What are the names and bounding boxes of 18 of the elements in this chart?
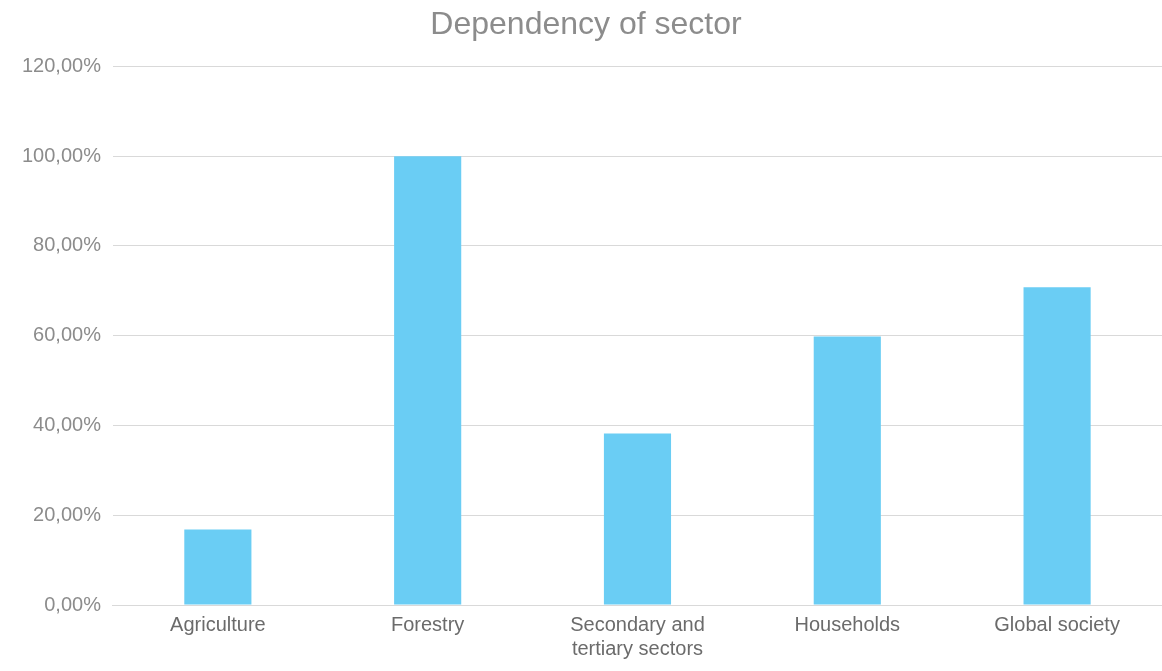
y-tick-label: 20,00% [33,502,102,525]
chart-title: Dependency of sector [430,5,742,42]
x-tick-label: Secondary and tertiary sectors [570,612,705,659]
x-tick-label: Agriculture [170,612,266,635]
y-tick-label: 120,00% [21,53,102,76]
y-tick-label: 80,00% [33,233,102,256]
x-tick-label: Global society [994,612,1120,635]
y-tick-label: 100,00% [21,143,102,166]
bar [813,336,881,605]
bar [603,433,672,605]
bar [1023,287,1091,605]
x-tick-label: Forestry [391,612,465,635]
bar [184,529,252,605]
y-tick-label: 40,00% [33,412,102,435]
bar [394,156,462,605]
y-tick-label: 0,00% [44,592,102,615]
y-tick-label: 60,00% [33,323,102,346]
x-tick-label: Households [794,612,901,635]
